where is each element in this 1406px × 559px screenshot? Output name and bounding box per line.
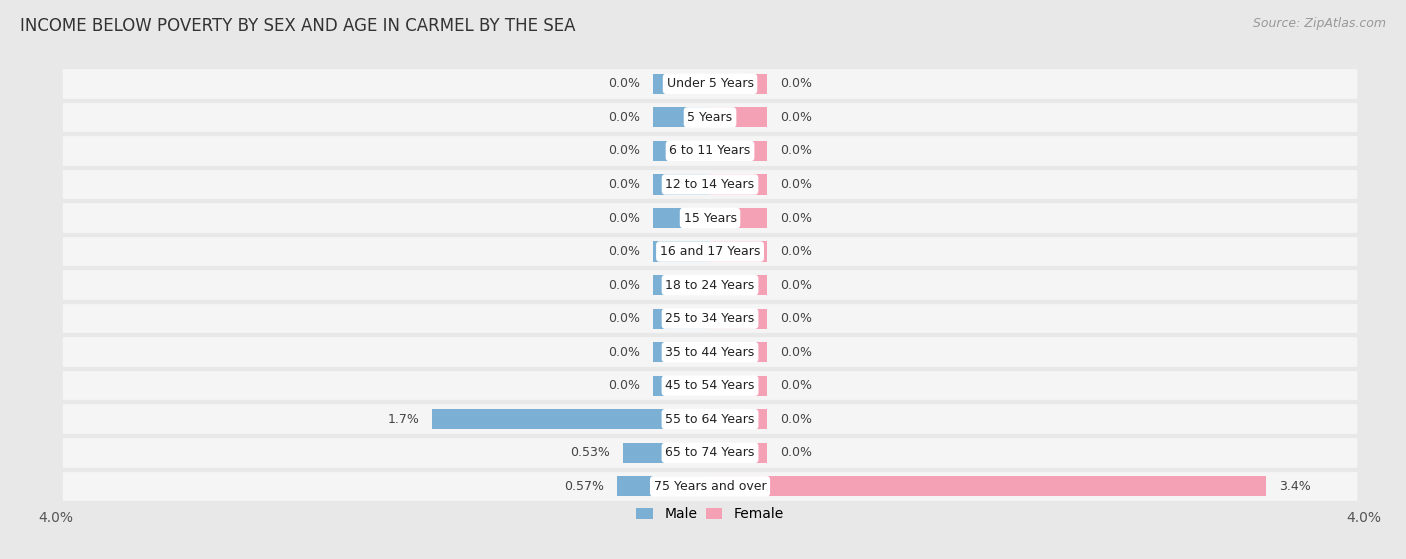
Bar	[652, 74, 710, 94]
Text: 0.53%: 0.53%	[571, 446, 610, 459]
Bar	[652, 174, 710, 195]
Text: 5 Years: 5 Years	[688, 111, 733, 124]
Text: 0.0%: 0.0%	[780, 211, 813, 225]
Text: 0.0%: 0.0%	[780, 178, 813, 191]
Text: 0.0%: 0.0%	[780, 77, 813, 91]
FancyBboxPatch shape	[63, 235, 1357, 268]
Text: 1.7%: 1.7%	[387, 413, 419, 426]
FancyBboxPatch shape	[63, 402, 1357, 436]
Text: 0.0%: 0.0%	[607, 77, 640, 91]
Text: 3.4%: 3.4%	[1279, 480, 1310, 493]
Text: 0.0%: 0.0%	[780, 312, 813, 325]
Text: 55 to 64 Years: 55 to 64 Years	[665, 413, 755, 426]
Bar	[710, 107, 768, 127]
FancyBboxPatch shape	[63, 436, 1357, 470]
FancyBboxPatch shape	[63, 369, 1357, 402]
Bar	[710, 376, 768, 396]
Bar	[652, 208, 710, 228]
Bar	[710, 74, 768, 94]
Bar	[710, 309, 768, 329]
FancyBboxPatch shape	[63, 168, 1357, 201]
Bar	[710, 275, 768, 295]
Text: 0.0%: 0.0%	[607, 178, 640, 191]
FancyBboxPatch shape	[63, 268, 1357, 302]
Legend: Male, Female: Male, Female	[631, 501, 789, 527]
Text: 35 to 44 Years: 35 to 44 Years	[665, 345, 755, 359]
Text: 0.0%: 0.0%	[780, 446, 813, 459]
Bar	[623, 443, 710, 463]
FancyBboxPatch shape	[63, 134, 1357, 168]
Text: 0.0%: 0.0%	[607, 144, 640, 158]
Text: Source: ZipAtlas.com: Source: ZipAtlas.com	[1253, 17, 1386, 30]
Text: Under 5 Years: Under 5 Years	[666, 77, 754, 91]
FancyBboxPatch shape	[63, 335, 1357, 369]
Bar	[710, 443, 768, 463]
Text: 0.0%: 0.0%	[780, 144, 813, 158]
Bar	[652, 107, 710, 127]
Bar	[710, 342, 768, 362]
Text: 75 Years and over: 75 Years and over	[654, 480, 766, 493]
FancyBboxPatch shape	[63, 201, 1357, 235]
Text: 0.0%: 0.0%	[607, 379, 640, 392]
FancyBboxPatch shape	[63, 302, 1357, 335]
FancyBboxPatch shape	[63, 470, 1357, 503]
Text: 25 to 34 Years: 25 to 34 Years	[665, 312, 755, 325]
Text: 6 to 11 Years: 6 to 11 Years	[669, 144, 751, 158]
Text: 0.0%: 0.0%	[607, 111, 640, 124]
Text: 0.0%: 0.0%	[780, 413, 813, 426]
Bar	[652, 342, 710, 362]
Text: 16 and 17 Years: 16 and 17 Years	[659, 245, 761, 258]
Bar	[710, 174, 768, 195]
Text: 0.57%: 0.57%	[564, 480, 603, 493]
Bar	[652, 309, 710, 329]
FancyBboxPatch shape	[63, 67, 1357, 101]
Text: 0.0%: 0.0%	[607, 278, 640, 292]
Bar	[710, 409, 768, 429]
Text: 0.0%: 0.0%	[780, 278, 813, 292]
Text: 18 to 24 Years: 18 to 24 Years	[665, 278, 755, 292]
Text: INCOME BELOW POVERTY BY SEX AND AGE IN CARMEL BY THE SEA: INCOME BELOW POVERTY BY SEX AND AGE IN C…	[20, 17, 575, 35]
Bar	[710, 241, 768, 262]
Bar	[432, 409, 710, 429]
Text: 0.0%: 0.0%	[607, 345, 640, 359]
Bar	[652, 376, 710, 396]
Text: 0.0%: 0.0%	[607, 211, 640, 225]
Bar	[710, 141, 768, 161]
Bar	[617, 476, 710, 496]
Text: 12 to 14 Years: 12 to 14 Years	[665, 178, 755, 191]
Text: 45 to 54 Years: 45 to 54 Years	[665, 379, 755, 392]
Text: 0.0%: 0.0%	[780, 379, 813, 392]
Text: 65 to 74 Years: 65 to 74 Years	[665, 446, 755, 459]
Text: 0.0%: 0.0%	[607, 312, 640, 325]
Text: 0.0%: 0.0%	[607, 245, 640, 258]
Text: 0.0%: 0.0%	[780, 345, 813, 359]
Bar	[652, 275, 710, 295]
Bar	[710, 208, 768, 228]
Text: 0.0%: 0.0%	[780, 245, 813, 258]
Bar	[652, 141, 710, 161]
FancyBboxPatch shape	[63, 101, 1357, 134]
Bar	[652, 241, 710, 262]
Bar	[710, 476, 1265, 496]
Text: 15 Years: 15 Years	[683, 211, 737, 225]
Text: 0.0%: 0.0%	[780, 111, 813, 124]
